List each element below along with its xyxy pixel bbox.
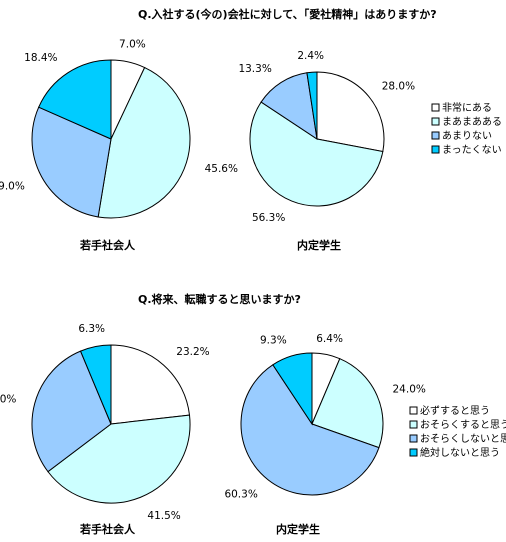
legend-swatch (431, 145, 440, 154)
slice-data-label: 7.0% (119, 38, 146, 50)
pie-slice (110, 344, 191, 425)
slice-data-label: 6.4% (316, 333, 343, 345)
pie-slice (38, 59, 112, 140)
pie-slice (272, 352, 313, 426)
slice-data-label: 23.2% (176, 346, 209, 358)
pie-slice (47, 414, 191, 504)
legend-swatch (409, 406, 418, 415)
chart1-pie1-caption: 若手社会人 (80, 238, 136, 252)
pie-slice (79, 344, 112, 425)
legend-label: まあまあある (442, 116, 502, 128)
slice-data-label: 56.3% (252, 212, 285, 224)
legend-label: おそらくしないと思う (420, 433, 506, 445)
pie-slice (311, 358, 384, 449)
legend-swatch (409, 420, 418, 429)
pie-slice (306, 71, 318, 140)
chart2-title: Q.将来、転職すると思いますか? (138, 292, 301, 306)
slice-data-label: 2.4% (297, 50, 324, 62)
legend-swatch (409, 448, 418, 457)
slice-data-label: 24.0% (393, 384, 426, 396)
chart1-title: Q.入社する(今の)会社に対して、「愛社精神」はありますか? (138, 7, 437, 21)
legend-label: おそらくすると思う (420, 419, 506, 431)
slice-data-label: 60.3% (224, 488, 257, 500)
legend-label: 絶対しないと思う (420, 446, 500, 459)
legend-swatch (431, 117, 440, 126)
legend-swatch (409, 434, 418, 443)
chart2-pie1-caption: 若手社会人 (80, 522, 136, 536)
slice-data-label: 13.3% (238, 63, 271, 75)
legend-label: あまりない (442, 130, 492, 142)
legend-label: 非常にある (442, 101, 492, 114)
chart1-pie-students: 28.0% 56.3% 13.3% 2.4% (238, 50, 415, 224)
legend-label: まったくない (442, 144, 502, 156)
legend-swatch (431, 131, 440, 140)
pie-slice (316, 71, 385, 153)
pie-slice (97, 66, 191, 219)
chart1-pie-young-workers: 7.0% 45.6% 29.0% 18.4% (0, 38, 238, 219)
chart1-pie2-caption: 内定学生 (297, 238, 341, 252)
chart2-pie-young-workers: 23.2% 41.5% 29.0% 6.3% (0, 323, 210, 522)
legend-label: 必ずすると思う (420, 404, 490, 417)
pie-slice (249, 101, 384, 207)
slice-data-label: 28.0% (382, 81, 415, 93)
chart2-legend: 必ずすると思うおそらくすると思うおそらくしないと思う絶対しないと思う (409, 404, 506, 459)
slice-data-label: 41.5% (147, 510, 180, 522)
slice-data-label: 6.3% (78, 323, 105, 335)
slice-data-label: 29.0% (0, 181, 25, 193)
pie-slice (260, 72, 318, 141)
pie-slice (31, 350, 112, 473)
legend-swatch (431, 103, 440, 112)
slice-data-label: 45.6% (205, 163, 238, 175)
pie-slice (31, 106, 112, 218)
pie-slice (240, 364, 380, 496)
chart2-pie-students: 6.4% 24.0% 60.3% 9.3% (224, 333, 425, 501)
slice-data-label: 29.0% (0, 393, 16, 405)
slice-data-label: 9.3% (260, 335, 287, 347)
chart2-pie2-caption: 内定学生 (276, 522, 320, 536)
slice-data-label: 18.4% (24, 52, 57, 64)
